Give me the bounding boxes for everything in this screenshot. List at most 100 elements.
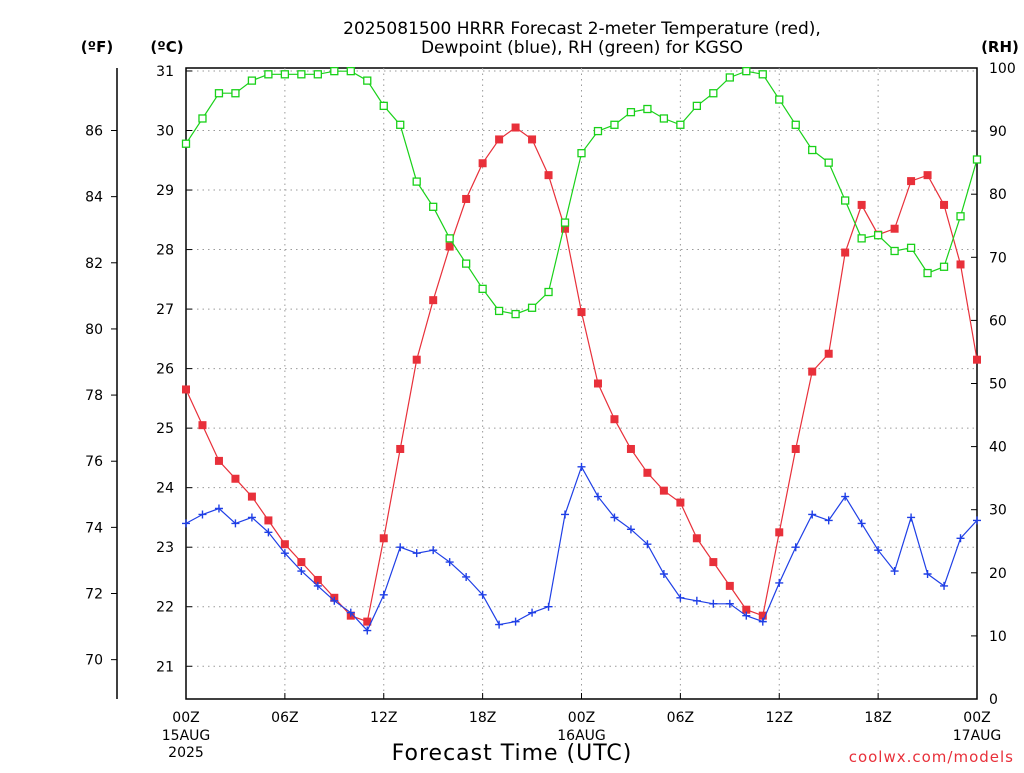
celsius-tick-label: 28 (156, 243, 174, 259)
grid-layer (186, 68, 977, 699)
2-meter-temperature-data-point (890, 224, 899, 233)
rh-tick-label: 0 (989, 692, 998, 708)
2-meter-temperature-data-point (610, 415, 619, 424)
rh-data-point (429, 202, 438, 211)
2-meter-temperature-data-point (725, 581, 734, 590)
date-label: 2025 (168, 745, 204, 761)
dewpoint-data-point (709, 599, 718, 608)
rh-data-point (692, 101, 702, 111)
2-meter-temperature-data-point (561, 224, 570, 233)
dewpoint-data-point (198, 510, 207, 519)
2-meter-temperature-data-point (478, 159, 487, 168)
2-meter-temperature-data-point (676, 498, 685, 507)
2-meter-temperature-data-point (775, 528, 784, 537)
2-meter-temperature-data-point (808, 367, 817, 376)
2-meter-temperature-data-point (659, 486, 668, 495)
dewpoint-data-point (363, 626, 372, 635)
rh-data-point (363, 76, 372, 85)
rh-tick-label: 80 (989, 187, 1007, 203)
celsius-tick-label: 29 (156, 183, 174, 199)
dewpoint-data-point (659, 569, 668, 578)
2-meter-temperature-data-point (626, 444, 635, 453)
rh-tick-label: 70 (989, 250, 1007, 266)
rh-tick-label: 30 (989, 503, 1007, 519)
rh-tick-label: 20 (989, 566, 1007, 582)
rh-data-point (231, 89, 240, 98)
rh-data-point (577, 149, 586, 158)
dewpoint-data-point (478, 590, 487, 599)
dewpoint-data-point (528, 608, 537, 617)
2-meter-temperature-data-point (280, 540, 289, 549)
rh-tick-label: 100 (989, 61, 1016, 77)
dewpoint-data-point (758, 617, 767, 626)
date-label: 17AUG (953, 728, 1002, 744)
dewpoint-data-point (725, 599, 734, 608)
2-meter-temperature-data-point (841, 248, 850, 257)
dewpoint-data-point (923, 569, 932, 578)
celsius-tick-label: 30 (156, 124, 174, 140)
rh-data-point (412, 177, 421, 186)
2-meter-temperature-data-point (363, 617, 372, 626)
celsius-tick-label: 25 (156, 421, 174, 437)
date-label: 16AUG (557, 728, 606, 744)
2-meter-temperature-data-point (412, 355, 421, 364)
time-tick-label: 06Z (271, 710, 298, 726)
2-meter-temperature-data-point (495, 135, 504, 144)
dewpoint-data-point (264, 528, 273, 537)
dewpoint-data-point (346, 608, 355, 617)
rh-data-point (626, 108, 636, 117)
dewpoint-data-point (742, 611, 751, 620)
x-axis-title: Forecast Time (UTC) (392, 741, 633, 766)
dewpoint-data-point (775, 578, 784, 587)
rh-tick-label: 10 (989, 629, 1007, 645)
rh-data-point (379, 101, 388, 111)
rh-data-point (775, 95, 784, 104)
dewpoint-data-point (182, 519, 190, 528)
rh-data-point (742, 67, 751, 76)
dewpoint-data-point (907, 513, 916, 522)
dewpoint-data-point (956, 534, 965, 543)
rh-data-point (198, 114, 207, 123)
axis-layer: 21 22 23 24 25 26 27 28 29 30 31 70 72 74 76 78 80 82 84 86… (85, 61, 1016, 761)
2-meter-temperature-data-point (577, 308, 586, 317)
rh-tick-label: 60 (989, 313, 1007, 329)
fahrenheit-tick-label: 78 (85, 388, 103, 404)
dewpoint-data-point (841, 492, 850, 501)
rh-data-point (791, 120, 800, 129)
2-meter-temperature-data-point (182, 385, 190, 394)
time-tick-label: 00Z (172, 710, 199, 726)
dewpoint-data-point (692, 596, 701, 605)
rh-data-point (906, 243, 916, 252)
2-meter-temperature-data-point (264, 516, 273, 525)
date-label: 15AUG (162, 728, 211, 744)
dewpoint-data-point (396, 543, 405, 552)
2-meter-temperature-data-point (593, 379, 602, 388)
2-meter-temperature-data-point (445, 242, 454, 251)
2-meter-temperature-data-point (709, 558, 718, 567)
rh-data-point (610, 120, 619, 129)
celsius-tick-label: 22 (156, 600, 174, 616)
celsius-tick-label: 24 (156, 481, 174, 497)
dewpoint-data-point (280, 549, 289, 558)
dewpoint-data-point (429, 546, 438, 555)
2-meter-temperature-data-point (923, 171, 932, 180)
2-meter-temperature-data-point (758, 611, 767, 620)
time-tick-label: 12Z (766, 710, 793, 726)
dewpoint-data-point (610, 513, 619, 522)
fahrenheit-tick-label: 76 (85, 454, 103, 470)
time-tick-label: 12Z (370, 710, 397, 726)
fahrenheit-unit-label: (ºF) (81, 38, 113, 56)
celsius-tick-label: 23 (156, 540, 174, 556)
celsius-tick-label: 21 (156, 659, 174, 675)
time-tick-label: 18Z (864, 710, 891, 726)
rh-data-point (527, 303, 537, 312)
fahrenheit-tick-label: 72 (85, 587, 103, 603)
dewpoint-data-point (313, 581, 322, 590)
time-tick-label: 18Z (469, 710, 496, 726)
time-tick-label: 00Z (568, 710, 595, 726)
rh-data-point (923, 268, 932, 278)
dewpoint-data-point (462, 572, 471, 581)
dewpoint-data-point (511, 617, 520, 626)
dewpoint-data-point (297, 567, 306, 576)
